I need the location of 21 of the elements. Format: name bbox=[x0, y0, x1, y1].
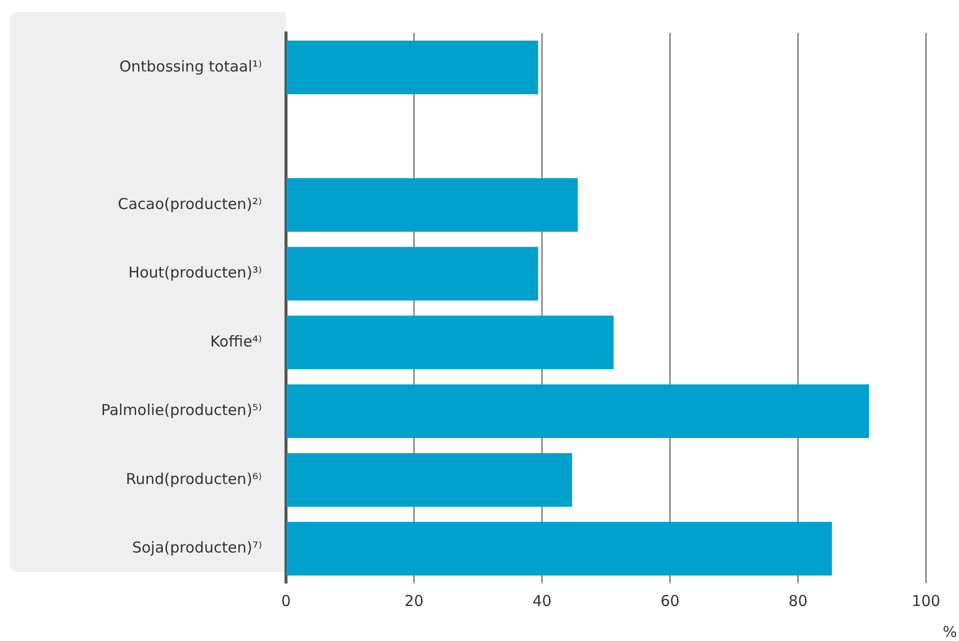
bar bbox=[286, 522, 832, 576]
bar bbox=[286, 246, 538, 300]
y-tick-label: Rund(producten)⁶⁾ bbox=[126, 470, 262, 488]
x-tick-label: 100 bbox=[912, 592, 940, 610]
bar bbox=[286, 316, 614, 370]
x-tick-label: 60 bbox=[660, 592, 680, 610]
bar bbox=[286, 40, 538, 94]
y-tick-label: Koffie⁴⁾ bbox=[210, 332, 262, 350]
x-axis-title: % bbox=[942, 623, 957, 641]
y-tick-label: Hout(producten)³⁾ bbox=[128, 264, 262, 282]
x-tick-label: 20 bbox=[404, 592, 424, 610]
y-tick-label: Soja(producten)⁷⁾ bbox=[132, 538, 262, 557]
y-tick-label: Ontbossing totaal¹⁾ bbox=[119, 57, 262, 76]
x-tick-label: 0 bbox=[281, 592, 291, 610]
y-tick-label: Palmolie(producten)⁵⁾ bbox=[101, 401, 262, 420]
y-tick-label: Cacao(producten)²⁾ bbox=[118, 194, 262, 213]
x-tick-label: 80 bbox=[788, 592, 808, 610]
bar bbox=[286, 453, 572, 507]
x-tick-label: 40 bbox=[532, 592, 552, 610]
bar bbox=[286, 384, 870, 438]
bar bbox=[286, 178, 578, 232]
